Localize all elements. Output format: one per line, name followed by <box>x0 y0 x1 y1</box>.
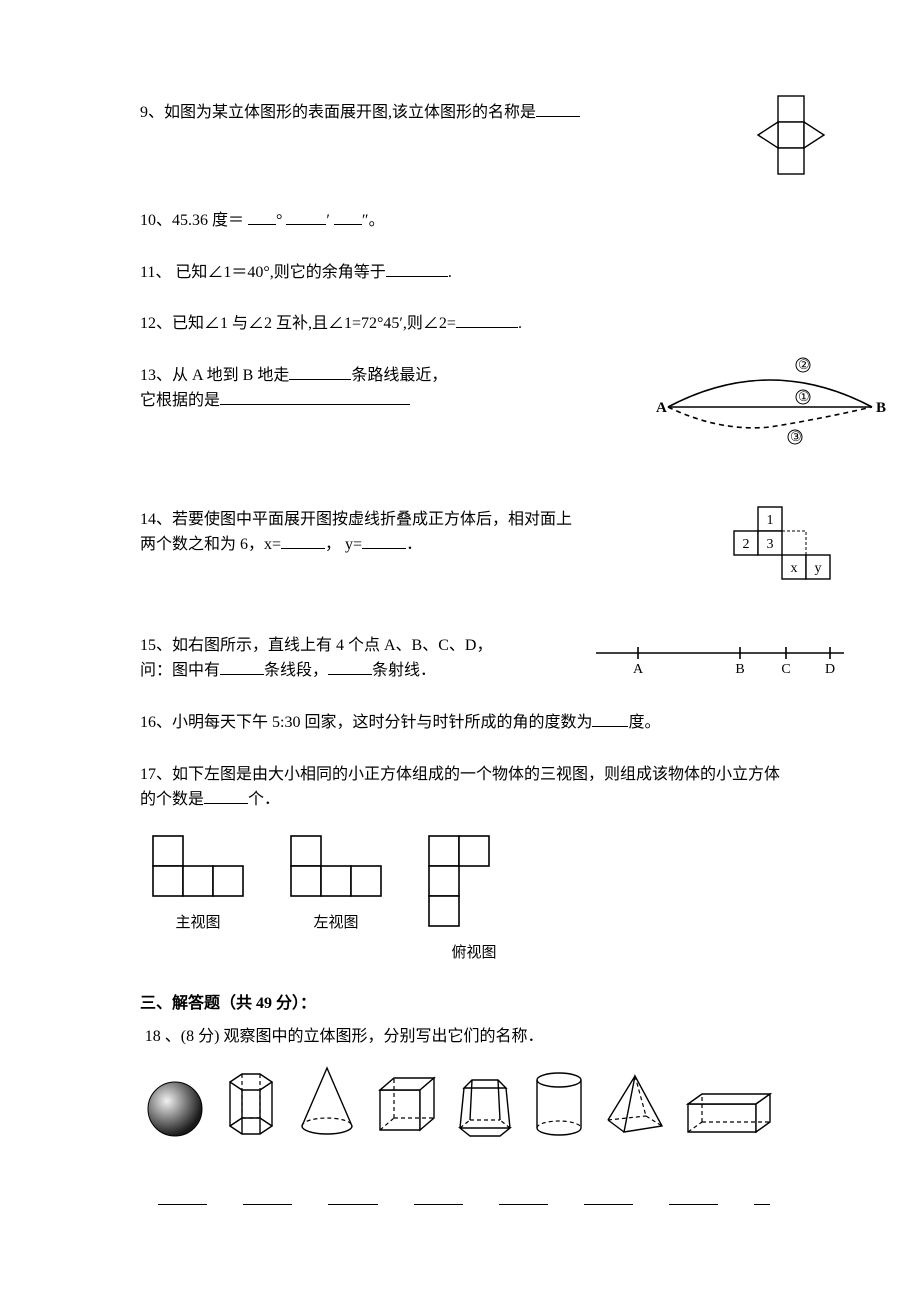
cylinder-icon <box>530 1068 588 1140</box>
top-label: 俯视图 <box>426 941 522 965</box>
question-17: 17、如下左图是由大小相同的小正方体组成的一个物体的三视图，则组成该物体的小立方… <box>140 762 780 965</box>
question-16: 16、小明每天下午 5:30 回家，这时分针与时针所成的角的度数为 度。 <box>140 710 780 736</box>
q13-l1b: 条路线最近， <box>351 367 447 384</box>
front-view: 主视图 <box>150 833 246 965</box>
cube-net-icon: 1 2 3 x y <box>730 503 840 593</box>
q14-figure: 1 2 3 x y <box>730 503 840 593</box>
left-label: 左视图 <box>288 911 384 935</box>
q10-sec: ″。 <box>362 212 385 229</box>
pt-A: A <box>633 662 644 677</box>
q17-blank <box>204 787 248 804</box>
q9-blank <box>536 100 580 117</box>
q10-deg: ° <box>276 212 282 229</box>
q17-suffix: 个． <box>248 791 280 808</box>
frustum-icon <box>452 1068 518 1140</box>
q11-blank <box>386 260 448 277</box>
question-11: 11、 已知∠1＝40°,则它的余角等于. <box>140 260 780 286</box>
section-3-heading: 三、解答题（共 49 分）： <box>140 991 780 1017</box>
front-view-icon <box>150 833 246 899</box>
ans-1 <box>158 1188 207 1205</box>
q10-blank-deg <box>248 208 276 225</box>
q14-l2c: ． <box>406 536 422 553</box>
numberline-icon: A B C D <box>590 641 850 679</box>
q15-figure: A B C D <box>590 641 850 679</box>
ans-6 <box>584 1188 633 1205</box>
net-icon <box>730 92 850 182</box>
ans-8 <box>754 1188 770 1205</box>
solids-row <box>140 1064 780 1140</box>
q15-blank2 <box>328 659 372 676</box>
ans-3 <box>328 1188 377 1205</box>
cell-1: 1 <box>767 513 774 528</box>
question-15: A B C D 15、如右图所示，直线上有 4 个点 A、B、C、D， 问：图中… <box>140 633 780 684</box>
q15-l2c: 条射线． <box>372 662 436 679</box>
q14-l2b: ， y= <box>325 536 362 553</box>
sphere-icon <box>144 1078 206 1140</box>
cuboid-icon <box>682 1088 776 1140</box>
q14-blank-y <box>362 533 406 550</box>
ans-7 <box>669 1188 718 1205</box>
q15-blank1 <box>220 659 264 676</box>
q13-l2: 它根据的是 <box>140 392 220 409</box>
q14-blank-x <box>281 533 325 550</box>
question-10: 10、45.36 度＝ ° ′ ″。 <box>140 208 780 234</box>
q15-l2a: 问：图中有 <box>140 662 220 679</box>
label-B: B <box>876 400 886 416</box>
q14-line1: 14、若要使图中平面展开图按虚线折叠成正方体后，相对面上 <box>140 507 780 533</box>
q10-blank-min <box>286 208 326 225</box>
q10-min: ′ <box>326 212 330 229</box>
q9-text: 9、如图为某立体图形的表面展开图,该立体图形的名称是 <box>140 104 536 121</box>
q18-text: 18 、(8 分) 观察图中的立体图形，分别写出它们的名称． <box>140 1024 780 1050</box>
q16-suffix: 度。 <box>628 714 660 731</box>
q12-period: . <box>518 315 522 332</box>
pyramid-icon <box>600 1070 670 1140</box>
cell-3: 3 <box>767 537 774 552</box>
q15-l2b: 条线段， <box>264 662 328 679</box>
cell-2: 2 <box>743 537 750 552</box>
q13-blank2 <box>220 389 410 406</box>
left-view: 左视图 <box>288 833 384 965</box>
ans-4 <box>414 1188 463 1205</box>
q16-prefix: 16、小明每天下午 5:30 回家，这时分针与时针所成的角的度数为 <box>140 714 592 731</box>
question-9: 9、如图为某立体图形的表面展开图,该立体图形的名称是 <box>140 100 780 182</box>
hex-prism-icon <box>218 1068 284 1140</box>
question-18: 18 、(8 分) 观察图中的立体图形，分别写出它们的名称． <box>140 1024 780 1204</box>
top-view: 俯视图 <box>426 833 522 965</box>
q14-line2: 两个数之和为 6，x= ， y= ． <box>140 532 780 558</box>
q11-text: 11、 已知∠1＝40°,则它的余角等于 <box>140 264 386 281</box>
q16-blank <box>592 710 628 727</box>
paths-icon: A B ② ① ③ <box>650 357 890 447</box>
pt-B: B <box>735 662 744 677</box>
question-14: 1 2 3 x y 14、若要使图中平面展开图按虚线折叠成正方体后，相对面上 两… <box>140 507 780 593</box>
answer-blanks <box>140 1188 780 1205</box>
q13-figure: A B ② ① ③ <box>650 357 890 447</box>
q12-blank <box>456 311 518 328</box>
pt-D: D <box>825 662 835 677</box>
cone-icon <box>296 1064 358 1140</box>
three-views: 主视图 左视图 <box>150 833 780 965</box>
question-13: A B ② ① ③ 13、从 A 地到 B 地走条路线最近， 它根据的是 <box>140 363 780 447</box>
cube-icon <box>370 1070 440 1140</box>
ans-5 <box>499 1188 548 1205</box>
q13-l1a: 13、从 A 地到 B 地走 <box>140 367 289 384</box>
q11-period: . <box>448 264 452 281</box>
ans-2 <box>243 1188 292 1205</box>
top-view-icon <box>426 833 522 929</box>
q13-blank1 <box>289 363 351 380</box>
q14-l2a: 两个数之和为 6，x= <box>140 536 281 553</box>
q9-figure <box>730 92 850 182</box>
label-A: A <box>656 400 667 416</box>
question-12: 12、已知∠1 与∠2 互补,且∠1=72°45′,则∠2=. <box>140 311 780 337</box>
q12-text: 12、已知∠1 与∠2 互补,且∠1=72°45′,则∠2= <box>140 315 456 332</box>
q10-blank-sec <box>334 208 362 225</box>
cell-x: x <box>791 561 798 576</box>
front-label: 主视图 <box>150 911 246 935</box>
q10-prefix: 10、45.36 度＝ <box>140 212 244 229</box>
cell-y: y <box>815 561 822 576</box>
left-view-icon <box>288 833 384 899</box>
pt-C: C <box>781 662 790 677</box>
